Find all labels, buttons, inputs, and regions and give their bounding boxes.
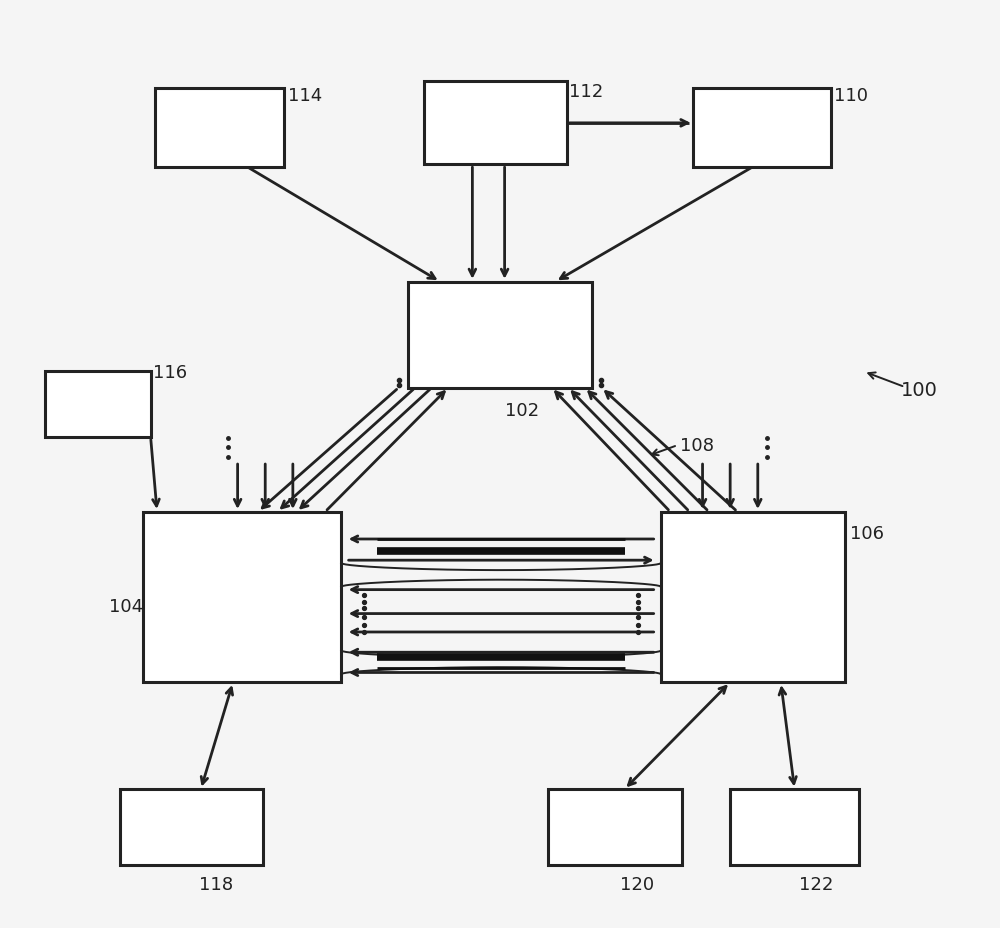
Text: 112: 112: [569, 83, 603, 101]
Bar: [408, 282, 592, 388]
Text: 110: 110: [834, 87, 868, 105]
Bar: [730, 790, 859, 865]
Bar: [143, 512, 341, 682]
Text: 100: 100: [900, 380, 937, 400]
Bar: [424, 83, 567, 165]
Bar: [693, 89, 831, 167]
Bar: [661, 512, 845, 682]
Text: 120: 120: [620, 875, 654, 893]
Text: 104: 104: [109, 598, 143, 615]
Text: 116: 116: [153, 363, 187, 381]
Bar: [155, 89, 284, 167]
Bar: [45, 371, 151, 437]
Text: 106: 106: [850, 524, 884, 542]
Text: 118: 118: [199, 875, 233, 893]
Text: 114: 114: [288, 87, 322, 105]
Bar: [548, 790, 682, 865]
Text: 108: 108: [680, 436, 714, 455]
Text: 122: 122: [799, 875, 834, 893]
Text: 102: 102: [505, 402, 539, 419]
Bar: [120, 790, 263, 865]
